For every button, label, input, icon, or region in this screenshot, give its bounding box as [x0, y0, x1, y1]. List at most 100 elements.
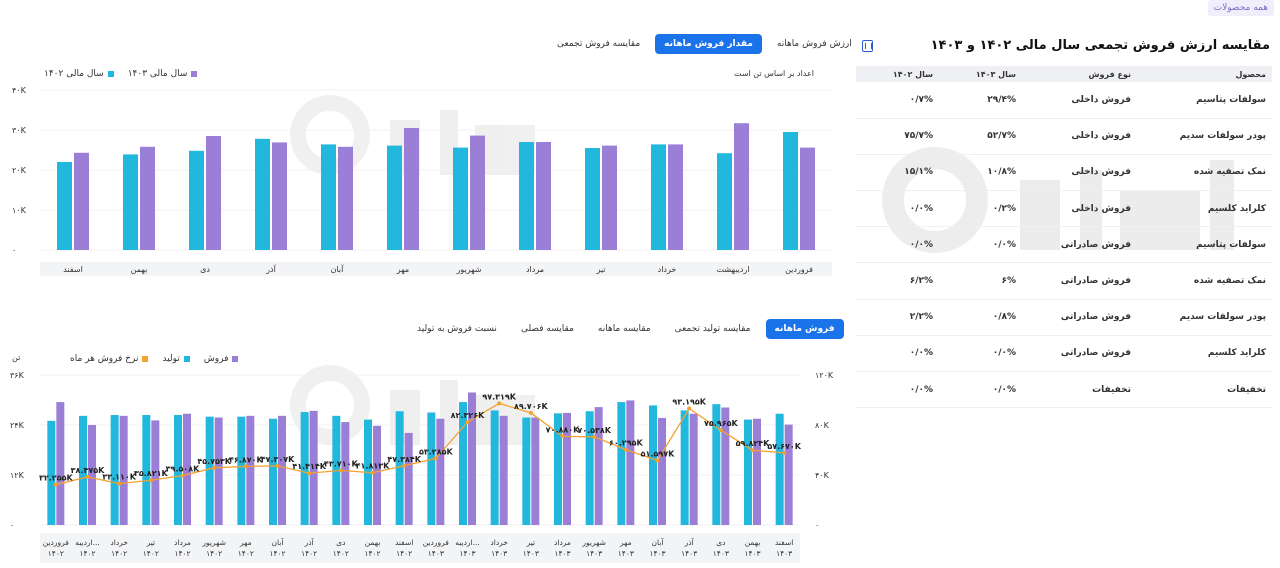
rate-data-label: ۳۲.۲۵۵K	[39, 474, 73, 483]
bar-production	[585, 411, 594, 525]
x-tick-label-year: ۱۴۰۲	[111, 549, 127, 558]
bar-production	[237, 416, 246, 525]
rate-point	[180, 473, 185, 478]
rate-point	[148, 478, 153, 483]
top-chart-tab-1[interactable]: مقدار فروش ماهانه	[655, 34, 762, 54]
bottom-chart-tabs: فروش ماهانه مقایسه تولید تجمعی مقایسه ماها…	[408, 319, 844, 339]
table-row: تخفیفات تخفیفات ۰/۰% ۰/۰%	[856, 371, 1272, 409]
excel-export-icon[interactable]	[862, 40, 873, 52]
bar-1403	[470, 135, 485, 250]
cell-sale-type: فروش صادراتی	[1022, 226, 1137, 264]
bar-sales	[721, 407, 730, 525]
bottom-chart-tab-1[interactable]: مقایسه تولید تجمعی	[674, 324, 751, 334]
y-left-tick-label: ۱۲K	[10, 471, 25, 480]
rate-point	[307, 471, 312, 476]
x-tick-label-year: ۱۴۰۲	[238, 549, 254, 558]
cell-1403: ۲۹/۴%	[939, 82, 1022, 119]
bar-1403	[206, 136, 221, 250]
rate-line	[55, 402, 785, 486]
x-tick-label: شهریور	[581, 538, 605, 547]
bar-production	[775, 413, 784, 525]
cell-sale-type: فروش داخلی	[1022, 82, 1137, 119]
x-tick-label: بهمن	[131, 265, 148, 274]
legend-item-sales[interactable]: فروش	[204, 354, 239, 364]
x-tick-label: مهر	[619, 538, 632, 547]
rate-data-label: ۵۹.۸۲۴K	[736, 439, 770, 448]
bar-1402	[717, 153, 732, 250]
x-tick-label: آذر	[265, 264, 276, 274]
rate-point	[85, 474, 90, 479]
x-tick-label-year: ۱۴۰۲	[143, 549, 159, 558]
cell-1402: ۰/۰%	[856, 371, 939, 409]
cell-1403: ۰/۰%	[939, 335, 1022, 373]
bar-sales	[404, 432, 413, 525]
cell-product: کلراید کلسیم	[1137, 190, 1272, 228]
cell-1403: ۱۰/۸%	[939, 154, 1022, 192]
x-tick-label: اردیبهشت	[717, 265, 750, 274]
x-tick-label: آبان	[652, 537, 665, 547]
monthly-sales-quantity-chart: ۴۰K ۳۰K ۲۰K ۱۰K ۰ فروردین اردیبهشت خرداد تیر مردا…	[12, 86, 832, 276]
x-tick-label: آبان	[272, 537, 285, 547]
legend-item-1403[interactable]: سال مالی ۱۴۰۳	[128, 69, 198, 79]
rate-point	[53, 482, 58, 487]
legend-item-1402[interactable]: سال مالی ۱۴۰۲	[44, 69, 114, 79]
rate-point	[212, 465, 217, 470]
rate-point	[782, 450, 787, 455]
rate-data-label: ۷۰.۵۳۸K	[577, 426, 611, 435]
x-tick-label: خرداد	[658, 265, 677, 274]
bottom-chart-tab-4[interactable]: نسبت فروش به تولید	[417, 324, 497, 334]
legend-item-production[interactable]: تولید	[162, 354, 190, 364]
cell-product: کلراید کلسیم	[1137, 335, 1272, 373]
x-tick-label: مهر	[239, 538, 252, 547]
cell-1402: ۶/۲%	[856, 262, 939, 300]
legend-item-rate[interactable]: نرخ فروش هر ماه	[70, 354, 149, 364]
rate-point	[433, 456, 438, 461]
bar-sales	[341, 422, 350, 525]
x-tick-label: مرداد	[526, 265, 544, 274]
x-tick-label-year: ۱۴۰۳	[713, 549, 729, 558]
cell-product: سولفات پتاسیم	[1137, 82, 1272, 119]
bar-production	[110, 415, 119, 525]
bar-sales	[753, 418, 761, 525]
bar-production	[490, 410, 499, 525]
table-row: کلراید کلسیم فروش داخلی ۰/۲% ۰/۰%	[856, 190, 1272, 228]
bar-sales	[214, 417, 223, 525]
cell-sale-type: فروش داخلی	[1022, 190, 1137, 228]
top-chart-tab-0[interactable]: ارزش فروش ماهانه	[776, 39, 852, 49]
bar-production	[459, 402, 467, 525]
y-right-tick-label: ۴۰K	[815, 471, 830, 480]
x-tick-label-year: ۱۴۰۲	[301, 549, 317, 558]
bar-1403	[272, 142, 287, 250]
bar-production	[395, 411, 404, 525]
cell-product: تخفیفات	[1137, 371, 1272, 409]
cell-sale-type: تخفیفات	[1022, 371, 1137, 409]
top-chart-tab-2[interactable]: مقایسه فروش تجمعی	[557, 39, 641, 49]
bar-1403	[734, 123, 749, 250]
bottom-chart-tab-3[interactable]: مقایسه فصلی	[520, 324, 574, 334]
x-tick-label-year: ۱۴۰۳	[649, 549, 665, 558]
rate-point	[528, 410, 533, 415]
bar-1403	[140, 146, 155, 250]
bottom-chart-tab-0[interactable]: فروش ماهانه	[765, 319, 844, 339]
legend-swatch-purple	[232, 356, 239, 362]
col-header-sale-type: نوع فروش	[1022, 66, 1137, 82]
bar-sales	[658, 417, 666, 525]
x-tick-label-year: ۱۴۰۳	[459, 549, 475, 558]
bar-1402	[57, 162, 72, 250]
col-header-1403: سال ۱۴۰۳	[939, 66, 1022, 82]
col-header-product: محصول	[1137, 66, 1272, 82]
unit-note: اعداد بر اساس تن است	[733, 69, 814, 78]
legend-swatch-orange	[142, 356, 149, 362]
bar-1403	[74, 152, 89, 250]
all-products-chip[interactable]: همه محصولات	[1207, 0, 1274, 16]
x-tick-label-year: ۱۴۰۲	[174, 549, 190, 558]
cell-1402: ۱۵/۱%	[856, 154, 939, 192]
x-tick-label: بهمن	[745, 538, 761, 547]
bar-1402	[453, 147, 468, 250]
rate-data-label: ۵۱.۵۹۷K	[641, 450, 675, 459]
bar-sales	[784, 424, 793, 525]
rate-data-label: ۵۳.۲۸۵K	[419, 447, 453, 456]
cell-product: نمک تصفیه شده	[1137, 262, 1272, 300]
rate-data-label: ۹۷.۳۱۹K	[482, 392, 516, 401]
bottom-chart-tab-2[interactable]: مقایسه ماهانه	[597, 324, 651, 334]
